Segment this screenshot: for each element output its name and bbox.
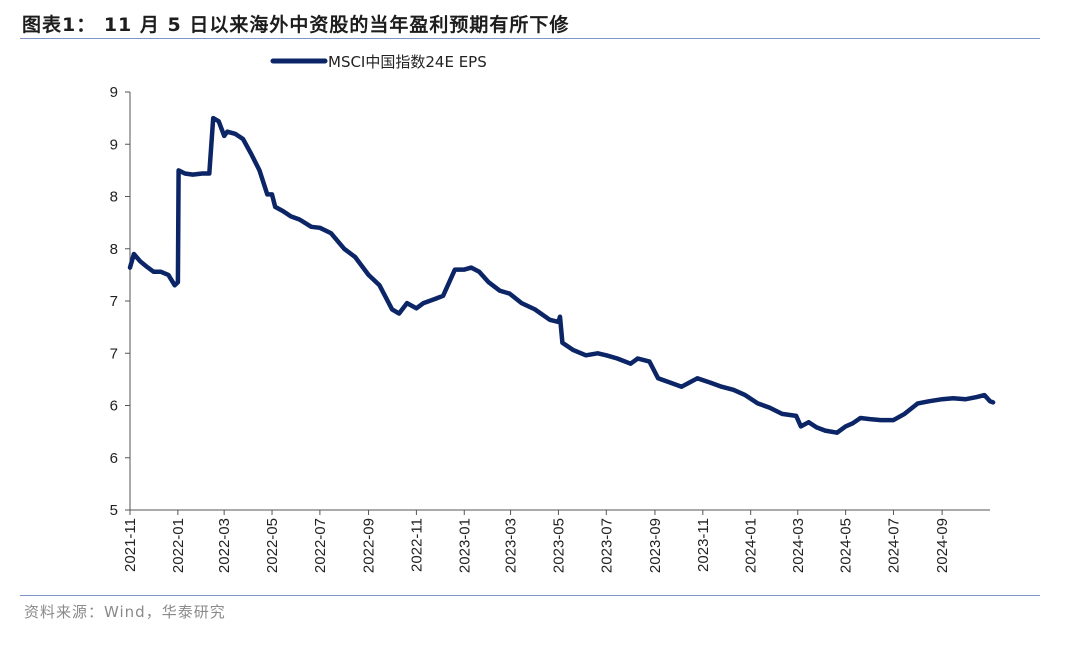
legend: MSCI中国指数24E EPS	[270, 53, 487, 71]
y-tick-label: 8	[110, 241, 118, 258]
axes	[129, 92, 990, 511]
x-tick-label: 2024-05	[838, 518, 855, 573]
y-tick-label: 6	[110, 398, 118, 415]
bottom-rule	[20, 595, 1040, 596]
y-ticks: 5 6 6 7 7 8 8 9 9	[110, 84, 130, 519]
x-tick-label: 2022-11	[408, 518, 425, 572]
x-tick-label: 2023-07	[598, 518, 615, 573]
source-note: 资料来源：Wind，华泰研究	[24, 603, 226, 621]
x-tick-label: 2024-07	[885, 518, 902, 573]
y-tick-label: 9	[110, 136, 118, 153]
x-tick-label: 2021-11	[122, 518, 139, 572]
x-tick-label: 2023-03	[503, 518, 520, 573]
x-tick-label: 2022-05	[264, 518, 281, 573]
x-tick-label: 2023-11	[695, 518, 712, 572]
y-tick-label: 7	[110, 345, 118, 362]
x-tick-label: 2023-09	[647, 518, 664, 573]
x-tick-label: 2024-09	[934, 518, 951, 573]
x-tick-label: 2023-01	[456, 518, 473, 573]
chart-title: 图表1： 11 月 5 日以来海外中资股的当年盈利预期有所下修	[22, 14, 570, 36]
y-tick-label: 7	[110, 293, 118, 310]
x-ticks: 2021-11 2022-01 2022-03 2022-05 2022-07 2022-…	[122, 510, 951, 573]
x-tick-label: 2024-01	[743, 518, 760, 573]
y-tick-label: 9	[110, 84, 118, 101]
legend-label: MSCI中国指数24E EPS	[328, 53, 487, 71]
y-tick-label: 5	[110, 502, 118, 519]
y-tick-label: 8	[110, 189, 118, 206]
x-tick-label: 2022-03	[216, 518, 233, 573]
x-tick-label: 2024-03	[790, 518, 807, 573]
x-tick-label: 2022-09	[361, 518, 378, 573]
y-tick-label: 6	[110, 450, 118, 467]
x-tick-label: 2022-07	[312, 518, 329, 573]
series-line	[127, 115, 996, 435]
x-tick-label: 2023-05	[550, 518, 567, 573]
x-tick-label: 2022-01	[170, 518, 187, 573]
top-rule	[20, 38, 1040, 39]
